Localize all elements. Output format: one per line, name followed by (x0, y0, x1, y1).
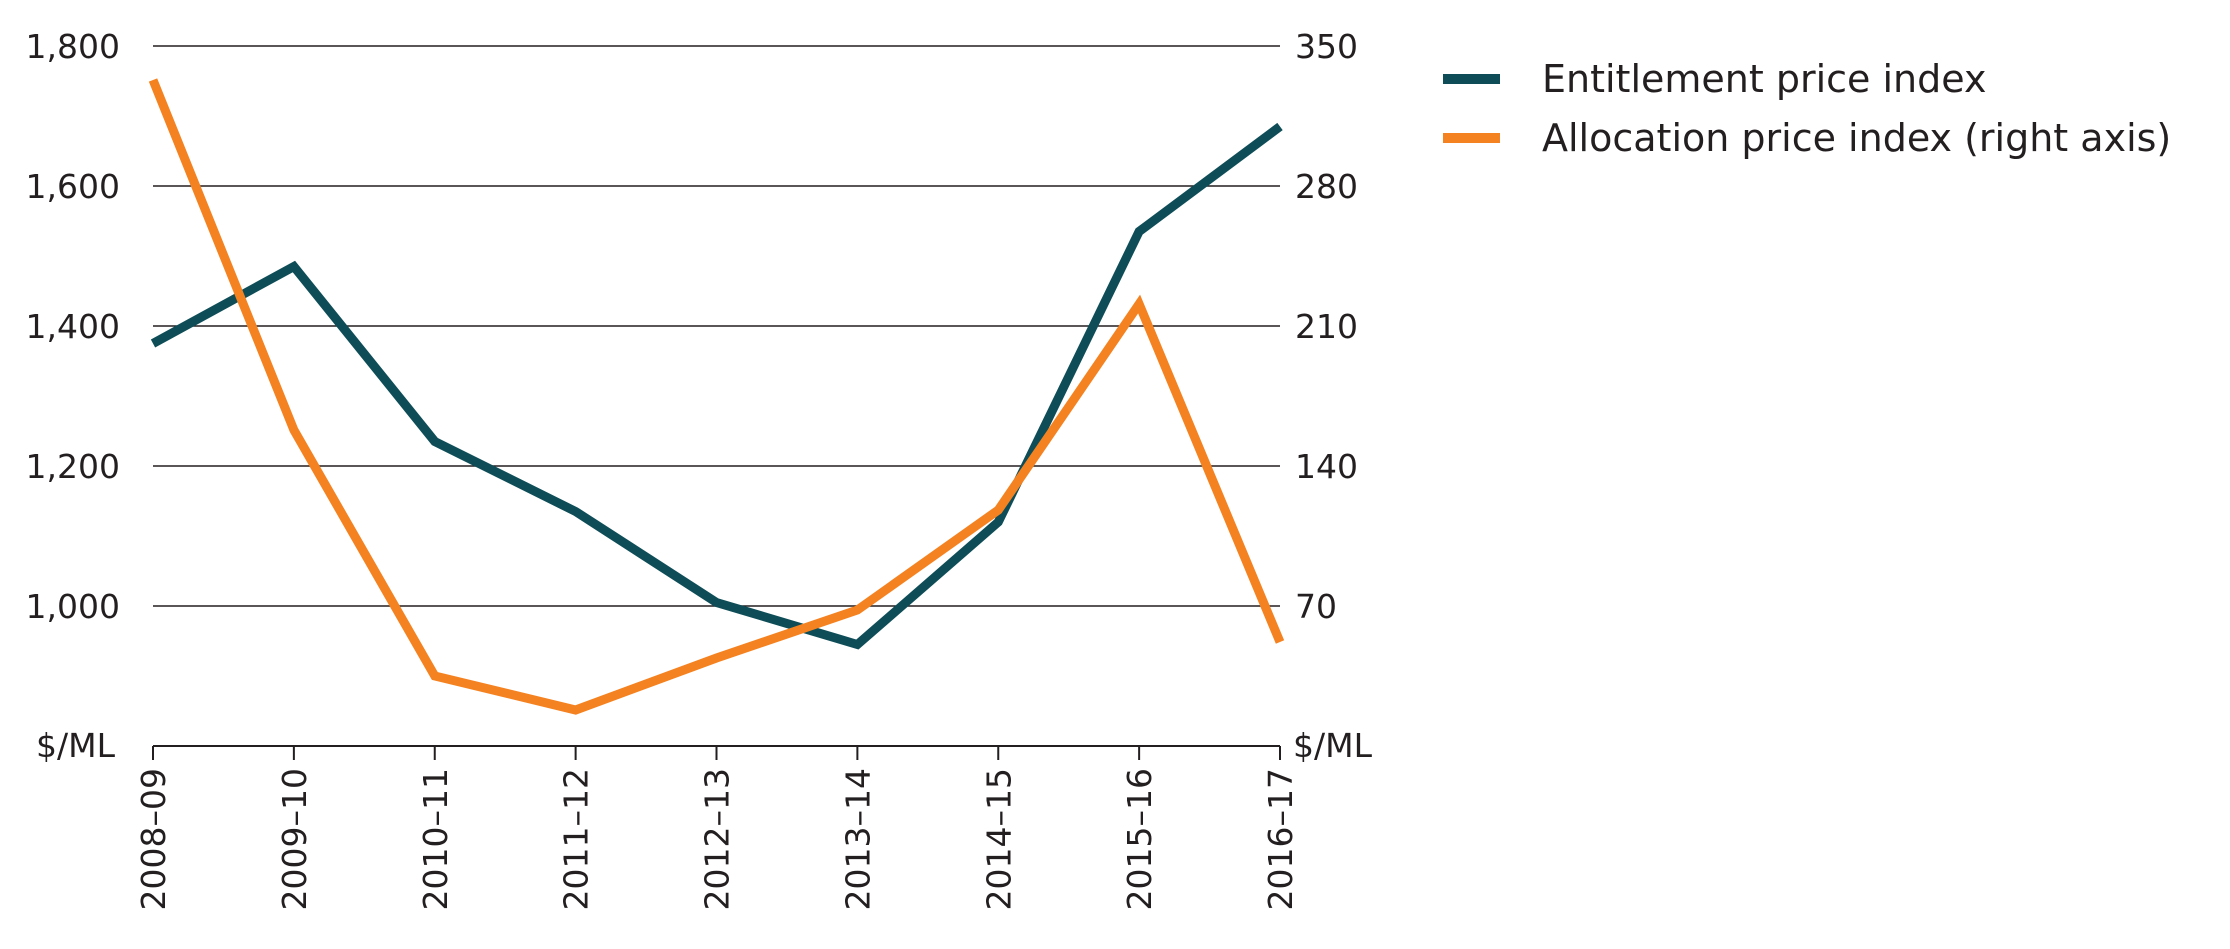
gridlines (153, 45, 1280, 607)
right-tick-label: 350 (1295, 27, 1358, 66)
legend-label-entitlement: Entitlement price index (1542, 57, 1986, 101)
x-tick-label: 2016–17 (1261, 768, 1300, 910)
x-tick-label: 2012–13 (698, 768, 737, 910)
left-tick-label: 1,000 (26, 587, 120, 626)
x-tick-label: 2011–12 (557, 768, 596, 910)
x-tick-label: 2014–15 (979, 768, 1018, 910)
x-tick-label: 2009–10 (275, 768, 314, 910)
x-tick-label: 2015–16 (1120, 768, 1159, 910)
left-tick-label: 1,200 (26, 447, 120, 486)
legend: Entitlement price index Allocation price… (1443, 57, 2171, 160)
left-axis-ticks: 1,000 1,200 1,400 1,600 1,800 (26, 27, 120, 626)
x-tick-label: 2013–14 (838, 768, 877, 910)
right-tick-label: 70 (1295, 587, 1337, 626)
left-tick-label: 1,600 (26, 167, 120, 206)
series-lines (148, 78, 1285, 715)
legend-swatch-allocation (1443, 133, 1500, 143)
right-tick-label: 210 (1295, 307, 1358, 346)
left-tick-label: 1,400 (26, 307, 120, 346)
legend-item-allocation: Allocation price index (right axis) (1443, 116, 2171, 160)
left-tick-label: 1,800 (26, 27, 120, 66)
right-tick-label: 140 (1295, 447, 1358, 486)
x-tick-label: 2010–11 (416, 768, 455, 910)
right-axis-unit-label: $/ML (1293, 726, 1373, 765)
legend-swatch-entitlement (1443, 74, 1500, 84)
right-tick-label: 280 (1295, 167, 1358, 206)
x-axis-ticks: 2008–09 2009–10 2010–11 2011–12 2012–13 2013–… (134, 746, 1300, 910)
entitlement-price-line (150, 122, 1283, 650)
legend-label-allocation: Allocation price index (right axis) (1542, 116, 2171, 160)
allocation-price-line (148, 78, 1285, 715)
left-axis-unit-label: $/ML (36, 726, 116, 765)
legend-item-entitlement: Entitlement price index (1443, 57, 1986, 101)
x-tick-label: 2008–09 (134, 768, 173, 910)
right-axis-ticks: 70 140 210 280 350 (1295, 27, 1358, 626)
